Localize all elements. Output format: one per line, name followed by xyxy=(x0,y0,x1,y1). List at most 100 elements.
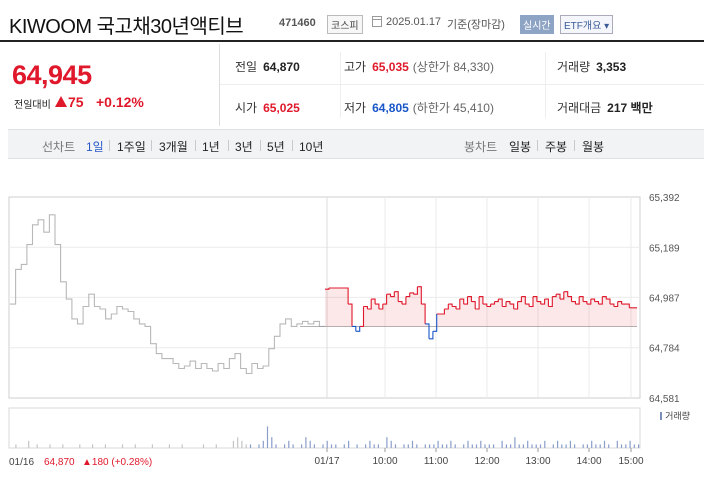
y-tick-label: 64,987 xyxy=(649,293,680,304)
up-triangle-icon xyxy=(55,96,67,107)
volume-bar xyxy=(433,444,435,448)
trade-amount: 거래대금 217 백만 xyxy=(557,99,653,116)
high-value: 65,035 xyxy=(372,60,409,74)
volume-bar xyxy=(92,444,94,448)
etf-overview-button[interactable]: ETF개요 ▾ xyxy=(560,15,614,34)
period-1w[interactable]: 1주일 xyxy=(117,140,146,154)
volume-bar xyxy=(501,440,503,448)
toolbar-separator xyxy=(195,140,196,151)
volume-bar xyxy=(599,444,601,448)
change-label: 전일대비 xyxy=(14,100,51,111)
high-label: 고가 xyxy=(344,60,367,74)
volume-bar xyxy=(591,440,593,448)
today-series-up xyxy=(325,286,637,327)
volume-bar xyxy=(275,444,277,448)
realtime-button[interactable]: 실시간 xyxy=(520,15,554,34)
volume-bar xyxy=(471,444,473,448)
volume-bar xyxy=(539,444,542,448)
volume-bar xyxy=(407,444,409,448)
chart-toolbar: 선차트 1일 1주일 3개월 1년 3년 5년 10년 봉차트 일봉 주봉 월봉 xyxy=(8,129,704,159)
volume-bar xyxy=(522,444,524,448)
volume-area: 거래량 xyxy=(8,407,690,449)
candle-chart-label: 봉차트 xyxy=(464,140,498,154)
toolbar-separator xyxy=(537,140,538,151)
header: KIWOOM 국고채30년액티브 471460 코스피 2025.01.17 기… xyxy=(0,0,704,42)
volume-bar xyxy=(241,440,243,448)
high-price: 고가 65,035 (상한가 84,330) xyxy=(344,58,494,75)
price-summary: 64,945 전일대비 75 +0.12% xyxy=(0,44,220,126)
volume-bar xyxy=(510,444,512,448)
volume-bar xyxy=(557,440,559,448)
volume-bar xyxy=(343,444,345,448)
volume-bar xyxy=(535,444,537,448)
y-tick-label: 65,392 xyxy=(649,193,680,204)
volume-bar xyxy=(582,444,584,448)
volume-bar xyxy=(450,440,452,448)
quote-divider xyxy=(220,84,704,85)
volume-bar xyxy=(441,444,443,448)
y-tick-label: 64,784 xyxy=(649,344,680,355)
x-tick-label: 11:00 xyxy=(424,456,449,467)
volume-bar xyxy=(168,444,170,448)
volume-bar xyxy=(608,444,610,448)
amount-value: 217 백만 xyxy=(607,101,653,115)
volume-bar xyxy=(79,444,81,448)
volume-bar xyxy=(232,440,234,448)
volume-bar xyxy=(284,444,286,448)
volume-bar xyxy=(493,444,495,448)
volume-bar xyxy=(454,444,456,448)
volume-bar xyxy=(386,437,388,448)
volume-bar xyxy=(335,444,337,448)
low-label: 저가 xyxy=(344,101,367,115)
chart-footer: 01/16 64,870 ▲180 (+0.28%) xyxy=(9,457,152,468)
market-badge: 코스피 xyxy=(327,15,363,34)
prev-close-label: 전일 xyxy=(235,60,258,74)
line-chart-label: 선차트 xyxy=(42,140,76,154)
stock-name: KIWOOM 국고채30년액티브 xyxy=(9,16,244,38)
volume-bar xyxy=(181,444,183,448)
volume-bar xyxy=(134,444,136,448)
volume-bar xyxy=(480,440,482,448)
period-10y[interactable]: 10년 xyxy=(299,140,324,154)
volume-bar xyxy=(313,444,315,448)
period-1y[interactable]: 1년 xyxy=(202,140,220,154)
period-1d[interactable]: 1일 xyxy=(86,140,104,154)
volume-bar xyxy=(552,444,554,448)
price-chart[interactable]: 65,392 65,189 64,987 64,784 64,581 거래량 01/17… xyxy=(0,160,704,482)
volume: 거래량 3,353 xyxy=(557,58,626,75)
volume-bar xyxy=(403,444,405,448)
volume-bar xyxy=(531,444,533,448)
quote-date: 2025.01.17 xyxy=(386,16,442,28)
period-daily[interactable]: 일봉 xyxy=(509,140,532,154)
period-5y[interactable]: 5년 xyxy=(267,140,285,154)
footer-prev-close: 64,870 xyxy=(44,457,75,468)
open-label: 시가 xyxy=(235,101,258,115)
period-3y[interactable]: 3년 xyxy=(235,140,253,154)
volume-bar xyxy=(394,444,397,448)
volume-bar xyxy=(258,444,260,448)
volume-bar xyxy=(527,440,529,448)
quote-column-divider xyxy=(340,52,341,118)
volume-bar xyxy=(249,444,252,448)
quote-column-divider xyxy=(545,52,546,118)
volume-bar xyxy=(561,444,563,448)
period-weekly[interactable]: 주봉 xyxy=(545,140,568,154)
volume-bar xyxy=(625,444,627,448)
volume-bar xyxy=(271,437,273,448)
volume-bar xyxy=(365,444,367,448)
volume-label: 거래량 xyxy=(557,60,591,74)
open-value: 65,025 xyxy=(263,101,300,115)
volume-value: 3,353 xyxy=(596,60,627,74)
period-3m[interactable]: 3개월 xyxy=(159,140,188,154)
volume-bar xyxy=(390,440,392,448)
volume-bar xyxy=(475,444,478,448)
volume-bar xyxy=(514,437,516,448)
volume-bar xyxy=(463,444,465,448)
today-area-fill xyxy=(325,286,637,327)
footer-prev-date: 01/16 xyxy=(9,457,34,468)
change-value: 75 xyxy=(68,94,84,110)
low-price: 저가 64,805 (하한가 45,410) xyxy=(344,99,494,116)
volume-bar xyxy=(377,444,379,448)
period-monthly[interactable]: 월봉 xyxy=(582,140,605,154)
volume-bar xyxy=(121,444,124,448)
